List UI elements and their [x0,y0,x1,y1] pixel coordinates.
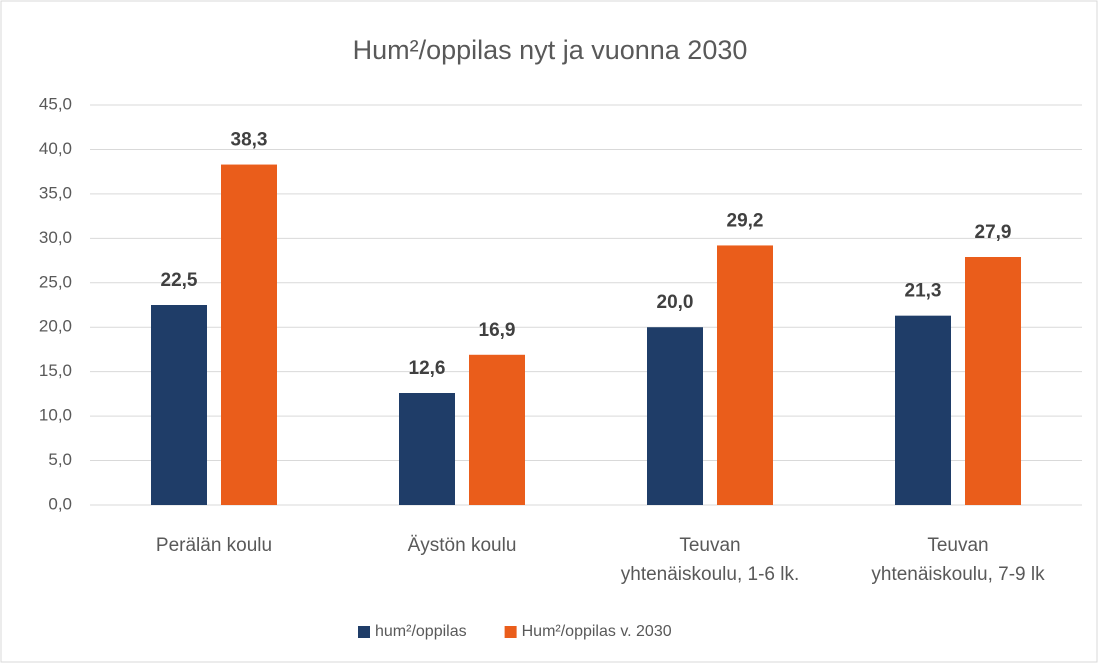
y-tick-label: 5,0 [48,450,72,469]
data-label: 16,9 [479,320,516,341]
y-tick-label: 15,0 [39,361,72,380]
x-tick-label: Teuvan yhtenäiskoulu, 1-6 lk. [621,535,800,585]
x-tick-label-line: Teuvan [679,535,740,556]
x-tick-label: Perälän koulu [156,535,272,556]
bar [399,393,455,505]
legend-label: hum²/oppilas [375,623,467,640]
y-tick-label: 45,0 [39,94,72,113]
bar [151,305,207,505]
y-tick-label: 40,0 [39,139,72,158]
x-tick-label-line: Teuvan [927,535,988,556]
y-tick-label: 25,0 [39,272,72,291]
data-label: 38,3 [231,130,268,151]
data-label: 12,6 [409,358,446,379]
data-label: 27,9 [975,222,1012,243]
legend-label: Hum²/oppilas v. 2030 [522,623,672,640]
y-tick-label: 10,0 [39,406,72,425]
x-tick-label: Teuvan yhtenäiskoulu, 7-9 lk [871,535,1045,585]
y-tick-label: 20,0 [39,317,72,336]
bar [965,257,1021,505]
bar [647,327,703,505]
data-label: 21,3 [905,281,942,302]
y-tick-label: 0,0 [48,494,72,513]
data-label: 29,2 [727,210,764,231]
bar [895,315,951,505]
bar [469,354,525,505]
legend-swatch [358,626,370,638]
data-label: 20,0 [657,292,694,313]
x-tick-label: Äystön koulu [408,535,517,556]
x-tick-label-line: yhtenäiskoulu, 7-9 lk [871,564,1045,585]
x-tick-label-line: yhtenäiskoulu, 1-6 lk. [621,564,800,585]
y-tick-label: 35,0 [39,183,72,202]
bar [221,164,277,506]
y-tick-label: 30,0 [39,228,72,247]
bar [717,245,773,505]
chart-title: Hum²/oppilas nyt ja vuonna 2030 [353,35,748,65]
legend-swatch [504,626,517,638]
data-label: 22,5 [161,270,198,291]
